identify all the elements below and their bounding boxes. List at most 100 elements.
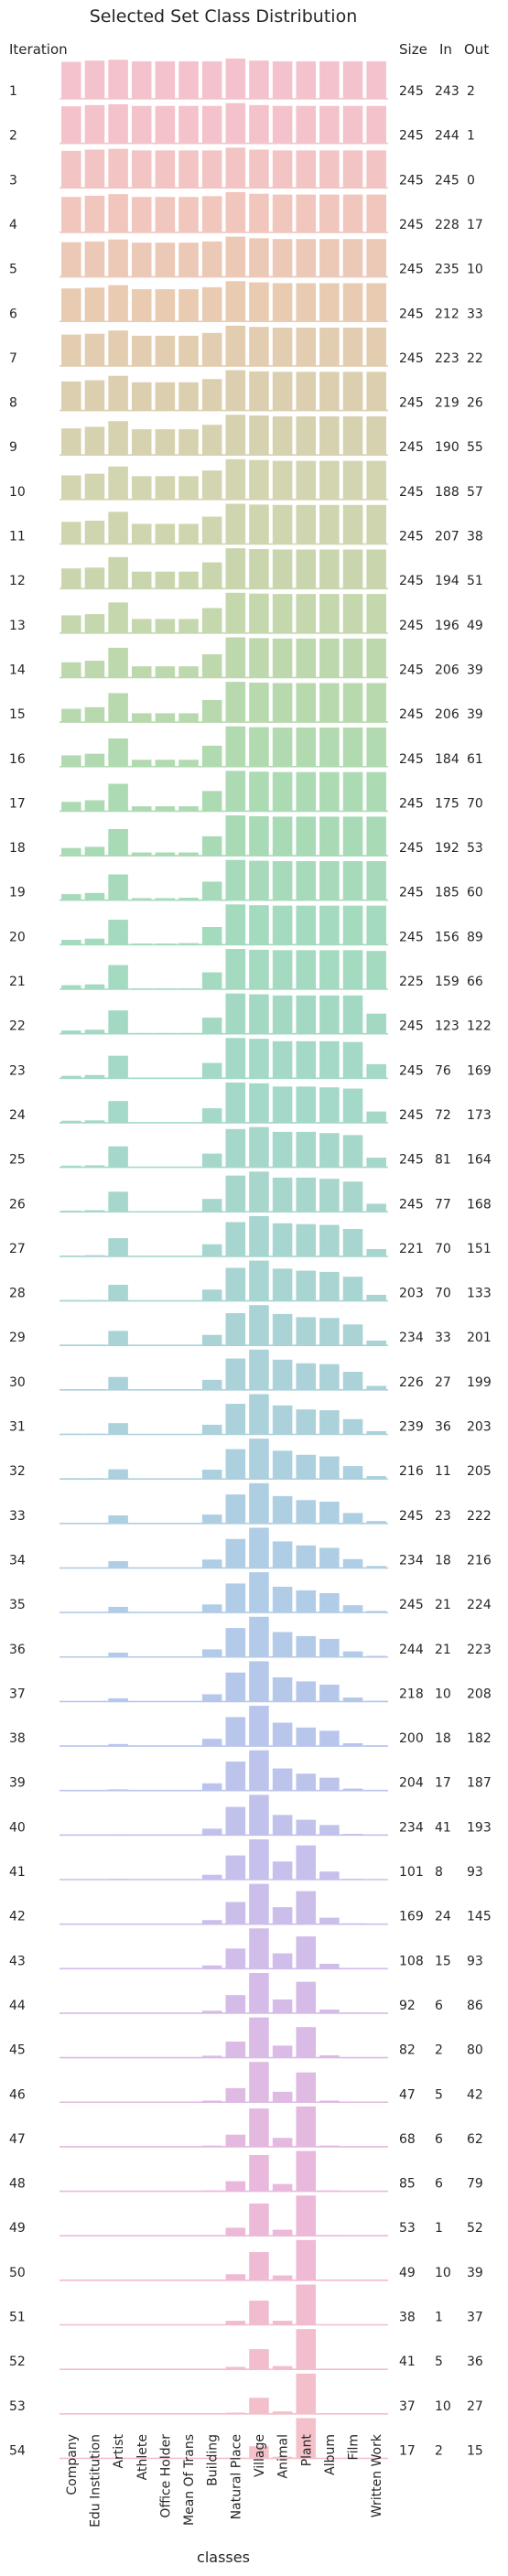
bar [296, 194, 317, 232]
size-value: 49 [399, 2266, 416, 2280]
bar [225, 1449, 246, 1480]
bar [201, 1199, 222, 1213]
bar [225, 2321, 246, 2325]
bar [296, 61, 317, 99]
bar [249, 371, 269, 411]
bar [155, 476, 176, 500]
iteration-row: 12 245 194 51 [9, 548, 483, 589]
bar [319, 105, 340, 144]
bar [249, 2062, 269, 2103]
size-value: 17 [399, 2443, 416, 2458]
bar [249, 1394, 269, 1435]
bar [201, 470, 222, 500]
bar [296, 1454, 317, 1480]
bar [108, 1789, 128, 1791]
iteration-label: 26 [9, 1197, 26, 1212]
bar [272, 1722, 293, 1747]
bar [201, 1874, 222, 1880]
size-value: 245 [399, 307, 424, 321]
bar [225, 949, 246, 989]
iteration-row: 18 245 192 53 [9, 815, 483, 857]
bar [319, 283, 340, 322]
in-value: 6 [435, 2132, 443, 2147]
out-value: 79 [467, 2177, 483, 2192]
bar [108, 556, 128, 589]
bar [61, 61, 81, 99]
iteration-row: 15 245 206 39 [9, 682, 483, 723]
bar [178, 150, 199, 189]
bar [178, 335, 199, 366]
bar [108, 1284, 128, 1301]
bar [249, 1527, 269, 1568]
bar [61, 242, 81, 277]
iteration-row: 44 92 6 86 [9, 1972, 483, 2014]
bar [155, 852, 176, 857]
bar [84, 800, 105, 812]
iteration-label: 12 [9, 574, 26, 588]
bar [225, 726, 246, 767]
bar [178, 852, 199, 857]
size-value: 200 [399, 1731, 424, 1746]
bar [366, 415, 386, 456]
bar [84, 1523, 105, 1524]
bar [201, 1424, 222, 1435]
bar [296, 415, 317, 456]
bar [272, 239, 293, 277]
bar [319, 372, 340, 411]
bar [201, 196, 222, 232]
out-value: 38 [467, 530, 483, 544]
bar [319, 1133, 340, 1168]
bar [342, 1834, 363, 1836]
bar [319, 150, 340, 189]
iteration-label: 52 [9, 2355, 26, 2369]
bar [225, 1494, 246, 1524]
bar [319, 415, 340, 456]
bar [342, 816, 363, 857]
out-value: 133 [467, 1287, 492, 1301]
iteration-row: 11 245 207 38 [9, 503, 483, 545]
bar [61, 475, 81, 500]
bar [249, 1750, 269, 1791]
bar [272, 372, 293, 411]
out-value: 151 [467, 1242, 492, 1256]
iteration-label: 22 [9, 1019, 26, 1034]
bar [249, 60, 269, 99]
bar [342, 372, 363, 411]
bar [342, 1879, 363, 1880]
bar [225, 2366, 246, 2370]
bar [225, 1128, 246, 1168]
bar [201, 745, 222, 767]
iteration-label: 42 [9, 1910, 26, 1924]
bar [84, 660, 105, 678]
x-tick-label: Natural Place [229, 2434, 243, 2519]
iteration-label: 48 [9, 2177, 26, 2192]
out-value: 52 [467, 2221, 483, 2236]
size-value: 101 [399, 1865, 424, 1880]
bar [84, 1210, 105, 1213]
bar [201, 2145, 222, 2147]
in-value: 76 [435, 1063, 451, 1078]
x-tick-label: Plant [299, 2433, 314, 2466]
bar [178, 289, 199, 322]
bar [296, 1819, 317, 1836]
iteration-row: 20 245 156 89 [9, 904, 483, 946]
bar [272, 950, 293, 989]
size-value: 245 [399, 574, 424, 588]
bar [272, 1861, 293, 1880]
bar [342, 194, 363, 232]
in-value: 6 [435, 1999, 443, 2013]
out-value: 122 [467, 1019, 492, 1034]
bar [272, 1405, 293, 1435]
size-value: 221 [399, 1242, 424, 1256]
bar [108, 103, 128, 144]
bar [249, 549, 269, 589]
bar [296, 1845, 317, 1880]
bar [108, 375, 128, 411]
bar [225, 1267, 246, 1301]
bar [366, 1655, 386, 1657]
in-value: 21 [435, 1643, 451, 1657]
iteration-label: 45 [9, 2043, 26, 2058]
bar [296, 1040, 317, 1079]
bar [272, 1586, 293, 1613]
out-value: 187 [467, 1776, 492, 1791]
